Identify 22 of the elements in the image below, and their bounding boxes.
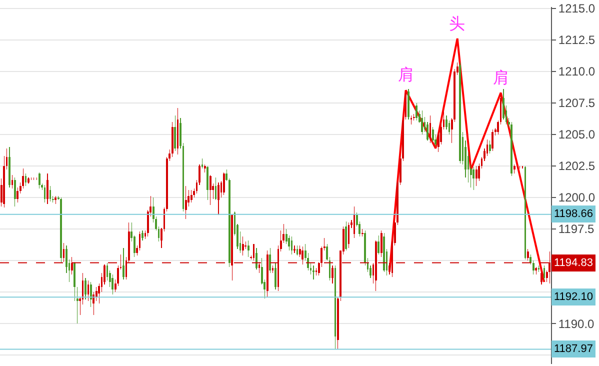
y-tick-label: 1202.5 [558,159,596,174]
y-tick-label: 1210.0 [558,64,596,79]
line-series [388,38,546,283]
y-tick-label: 1207.5 [558,96,596,110]
y-tick-label: 1200.0 [558,190,596,205]
y-tick-label: 1190.0 [558,316,595,331]
candlestick [142,230,144,240]
y-tick-label: 1215.0 [558,1,596,16]
candlestick [218,182,220,216]
annotation: 肩 [493,68,509,87]
ref-line-label: 1194.83 [554,257,593,269]
y-tick-label: 1212.5 [558,33,596,47]
ref-line-label: 1192.10 [554,291,593,303]
y-tick-label: 1197.5 [558,222,595,236]
candlestick [294,245,296,253]
candlestick [312,266,314,280]
ref-line-label: 1198.66 [554,208,593,220]
annotation: 肩 [398,65,414,84]
ref-line-label: 1187.97 [554,343,593,355]
y-tick-label: 1205.0 [558,128,596,142]
candlestick [122,248,124,280]
annotation: 头 [449,14,465,33]
